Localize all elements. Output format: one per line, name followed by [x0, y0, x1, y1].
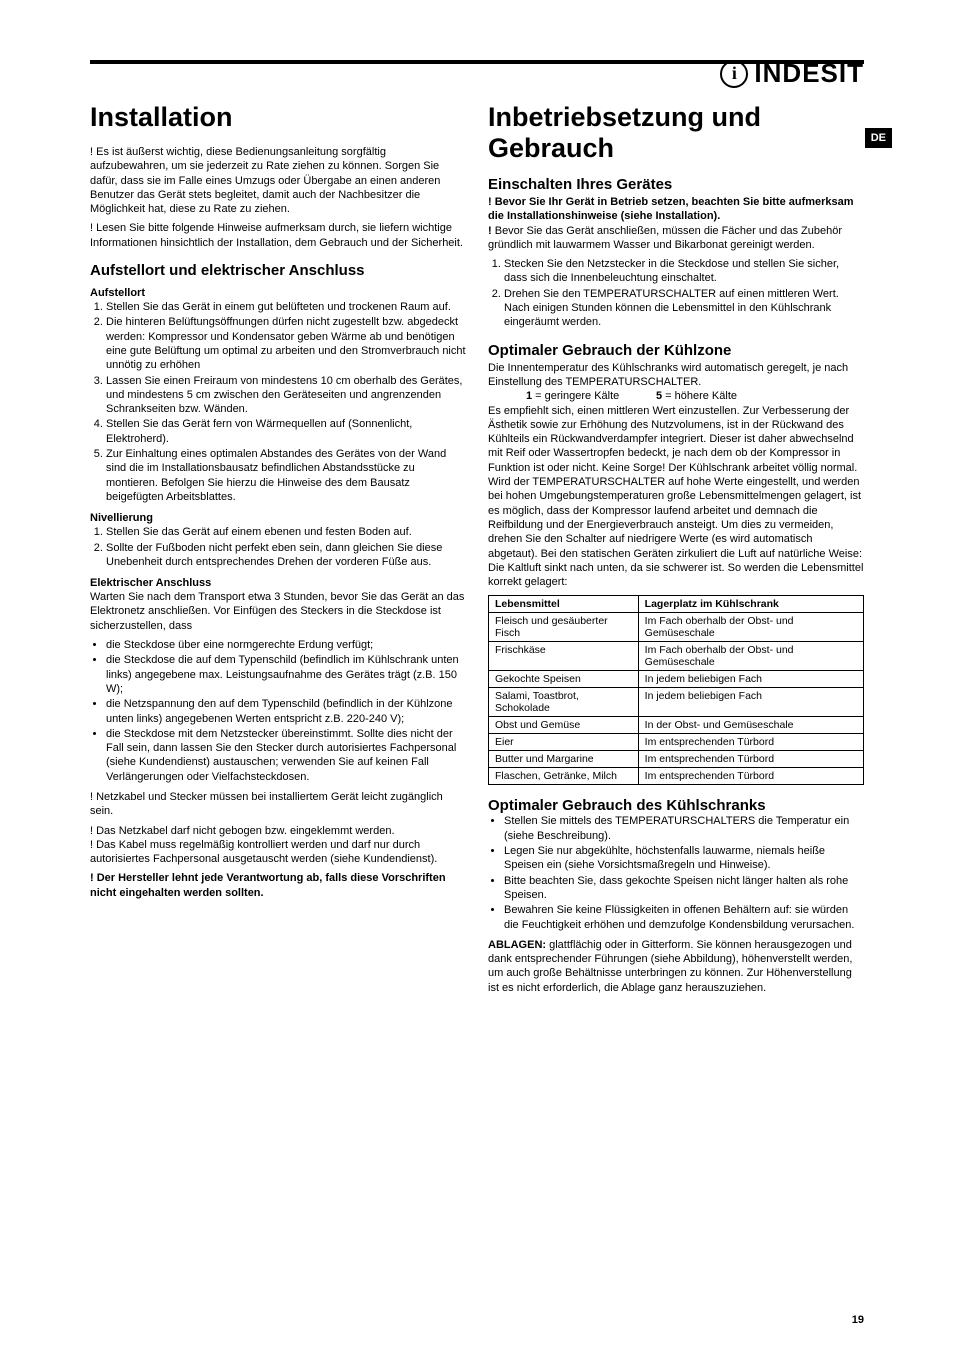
cooling-high: Wird der TEMPERATURSCHALTER auf hohe Wer…: [488, 475, 864, 589]
right-column: Inbetriebsetzung und Gebrauch Einschalte…: [488, 102, 864, 1000]
list-item: Stellen Sie das Gerät auf einem ebenen u…: [106, 525, 466, 539]
list-item: Bitte beachten Sie, dass gekochte Speise…: [504, 874, 864, 903]
table-header: Lebensmittel: [489, 596, 639, 613]
heading-switch-on: Einschalten Ihres Gerätes: [488, 176, 864, 193]
table-row: Obst und GemüseIn der Obst- und Gemüsesc…: [489, 717, 864, 734]
cooling-mid: Es empfiehlt sich, einen mittleren Wert …: [488, 404, 864, 475]
fridge-use-list: Stellen Sie mittels des TEMPERATURSCHALT…: [488, 814, 864, 931]
intro-paragraph-2: ! Lesen Sie bitte folgende Hinweise aufm…: [90, 221, 466, 250]
table-row: FrischkäseIm Fach oberhalb der Obst- und…: [489, 642, 864, 671]
list-item: Stellen Sie das Gerät in einem gut belüf…: [106, 300, 466, 314]
list-item: Stellen Sie das Gerät fern von Wärmequel…: [106, 417, 466, 446]
warning-manufacturer: ! Der Hersteller lehnt jede Verantwortun…: [90, 871, 466, 900]
list-item: die Netzspannung den auf dem Typenschild…: [106, 697, 466, 726]
list-item: Die hinteren Belüftungsöffnungen dürfen …: [106, 315, 466, 372]
list-item: Stellen Sie mittels des TEMPERATURSCHALT…: [504, 814, 864, 843]
warning-cable-1: ! Netzkabel und Stecker müssen bei insta…: [90, 790, 466, 819]
table-row: Salami, Toastbrot, SchokoladeIn jedem be…: [489, 688, 864, 717]
table-row: Fleisch und gesäuberter FischIm Fach obe…: [489, 613, 864, 642]
shelves-paragraph: ABLAGEN: glattflächig oder in Gitterform…: [488, 938, 864, 995]
list-item: Lassen Sie einen Freiraum von mindestens…: [106, 374, 466, 417]
left-column: Installation ! Es ist äußerst wichtig, d…: [90, 102, 466, 1000]
table-header-row: Lebensmittel Lagerplatz im Kühlschrank: [489, 596, 864, 613]
food-storage-table: Lebensmittel Lagerplatz im Kühlschrank F…: [488, 595, 864, 785]
page-content: Installation ! Es ist äußerst wichtig, d…: [90, 102, 864, 1000]
warning-cable-2: ! Das Netzkabel darf nicht gebogen bzw. …: [90, 824, 466, 838]
startup-warning-bold: ! Bevor Sie Ihr Gerät in Betrieb setzen,…: [488, 195, 864, 224]
table-row: EierIm entsprechenden Türbord: [489, 734, 864, 751]
logo-text: INDESIT: [754, 58, 864, 89]
startup-clean: ! Bevor Sie das Gerät anschließen, müsse…: [488, 224, 864, 253]
temperature-scale: 1 = geringere Kälte 5 = höhere Kälte: [488, 389, 864, 403]
electrical-list: die Steckdose über eine normgerechte Erd…: [90, 638, 466, 784]
leveling-list: Stellen Sie das Gerät auf einem ebenen u…: [90, 525, 466, 569]
warning-cable-3: ! Das Kabel muss regelmäßig kontrolliert…: [90, 838, 466, 867]
logo-icon: i: [720, 60, 748, 88]
list-item: Zur Einhaltung eines optimalen Abstandes…: [106, 447, 466, 504]
heading-location-connection: Aufstellort und elektrischer Anschluss: [90, 262, 466, 279]
table-row: Butter und MargarineIm entsprechenden Tü…: [489, 751, 864, 768]
section-title-startup: Inbetriebsetzung und Gebrauch: [488, 102, 864, 164]
list-item: die Steckdose über eine normgerechte Erd…: [106, 638, 466, 652]
list-item: die Steckdose mit dem Netzstecker überei…: [106, 727, 466, 784]
heading-fridge-use: Optimaler Gebrauch des Kühlschranks: [488, 797, 864, 814]
list-item: Legen Sie nur abgekühlte, höchstenfalls …: [504, 844, 864, 873]
list-item: Sollte der Fußboden nicht perfekt eben s…: [106, 541, 466, 570]
table-row: Gekochte SpeisenIn jedem beliebigen Fach: [489, 671, 864, 688]
subheading-location: Aufstellort: [90, 287, 466, 299]
location-list: Stellen Sie das Gerät in einem gut belüf…: [90, 300, 466, 504]
heading-cooling-zone: Optimaler Gebrauch der Kühlzone: [488, 342, 864, 359]
section-title-installation: Installation: [90, 102, 466, 133]
cooling-intro: Die Innentemperatur des Kühlschranks wir…: [488, 361, 864, 390]
subheading-electrical: Elektrischer Anschluss: [90, 577, 466, 589]
list-item: Bewahren Sie keine Flüssigkeiten in offe…: [504, 903, 864, 932]
subheading-leveling: Nivellierung: [90, 512, 466, 524]
brand-logo: i INDESIT: [720, 58, 864, 89]
language-tag: DE: [865, 128, 892, 148]
switch-on-list: Stecken Sie den Netzstecker in die Steck…: [488, 257, 864, 329]
table-row: Flaschen, Getränke, MilchIm entsprechend…: [489, 768, 864, 785]
list-item: die Steckdose die auf dem Typenschild (b…: [106, 653, 466, 696]
intro-paragraph-1: ! Es ist äußerst wichtig, diese Bedienun…: [90, 145, 466, 216]
list-item: Stecken Sie den Netzstecker in die Steck…: [504, 257, 864, 286]
table-header: Lagerplatz im Kühlschrank: [638, 596, 863, 613]
electrical-intro: Warten Sie nach dem Transport etwa 3 Stu…: [90, 590, 466, 633]
page-number: 19: [852, 1314, 864, 1326]
list-item: Drehen Sie den TEMPERATURSCHALTER auf ei…: [504, 287, 864, 330]
